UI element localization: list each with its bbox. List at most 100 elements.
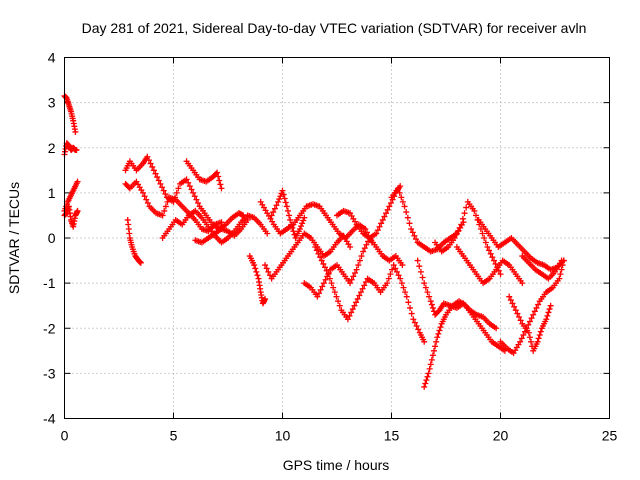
data-point [314,293,321,300]
data-point [545,309,552,316]
data-point [544,312,551,319]
data-point [183,176,190,183]
data-point [481,235,488,241]
data-point [191,193,198,200]
data-point [528,338,535,345]
data-point [518,335,525,342]
data-point [145,157,152,164]
data-point [323,267,330,274]
data-point [353,266,360,273]
data-point [73,147,80,154]
data-point [453,231,460,238]
data-point [333,293,340,300]
data-point [557,271,564,278]
y-tick-label: 4 [48,50,56,66]
y-tick-label: -2 [43,320,56,336]
data-points [61,92,567,390]
data-point [514,310,521,317]
x-tick-label: 15 [384,428,400,444]
x-tick-label: 5 [170,428,178,444]
data-point [137,259,144,266]
data-point [287,216,294,223]
data-point [350,273,357,280]
data-point [275,198,282,205]
data-point [434,334,441,341]
data-point [534,338,541,345]
data-point [348,276,355,283]
data-point [317,286,324,293]
data-point [421,383,428,390]
data-point [424,289,431,296]
data-point [484,244,491,251]
data-point [266,272,273,279]
data-point [141,193,148,200]
data-point [381,213,388,220]
data-point [288,221,295,228]
data-point [525,321,532,328]
data-point [421,280,428,287]
data-point [353,299,360,306]
data-point [425,370,432,377]
data-point [316,290,323,297]
data-point [402,289,409,296]
data-point [262,262,269,269]
y-tick-label: -4 [43,411,56,427]
data-point [155,177,162,184]
data-point [154,174,161,181]
y-tick-label: -1 [43,275,56,291]
data-point [525,329,532,336]
data-point [357,289,364,296]
series-arc-b2 [122,178,225,235]
data-point [283,203,290,210]
data-point [358,253,365,260]
data-point [252,265,259,272]
data-point [526,334,533,341]
data-point [74,207,81,214]
data-point [281,195,288,202]
data-point [354,295,361,302]
x-tick-label: 20 [493,428,509,444]
data-point [360,248,367,255]
data-point [486,247,493,254]
data-point [331,289,338,296]
data-point [385,275,392,282]
data-point [143,196,150,203]
data-point [159,212,166,219]
data-point [361,282,368,289]
data-point [335,298,342,305]
data-point [262,295,269,302]
data-point [190,189,197,196]
data-point [282,199,289,206]
series-arc-e1 [301,235,406,300]
series-arc-c1 [159,207,271,246]
series-arc-e3 [334,183,404,241]
grid-lines [64,57,610,419]
data-point [149,163,156,170]
data-point [144,200,151,207]
data-point [378,220,385,227]
data-point [384,280,391,287]
data-point [403,293,410,300]
data-point [517,317,524,324]
data-point [493,325,500,332]
data-point [405,299,412,306]
series-arc-f3 [421,298,508,390]
data-point [423,377,430,384]
data-point [347,244,354,251]
data-point [408,310,415,317]
data-point [516,313,523,320]
series-arc-c3 [192,216,251,246]
series-arc-f1 [388,185,467,255]
data-point [300,217,307,224]
data-point [173,189,180,196]
data-point [506,293,513,300]
data-point [347,280,354,287]
data-point [463,204,470,211]
y-tick-label: 3 [48,95,56,111]
data-point [437,324,444,331]
y-tick-label: 1 [48,185,56,201]
data-point [348,309,355,316]
data-point [330,284,337,291]
data-point [322,264,329,271]
data-point [407,304,414,311]
